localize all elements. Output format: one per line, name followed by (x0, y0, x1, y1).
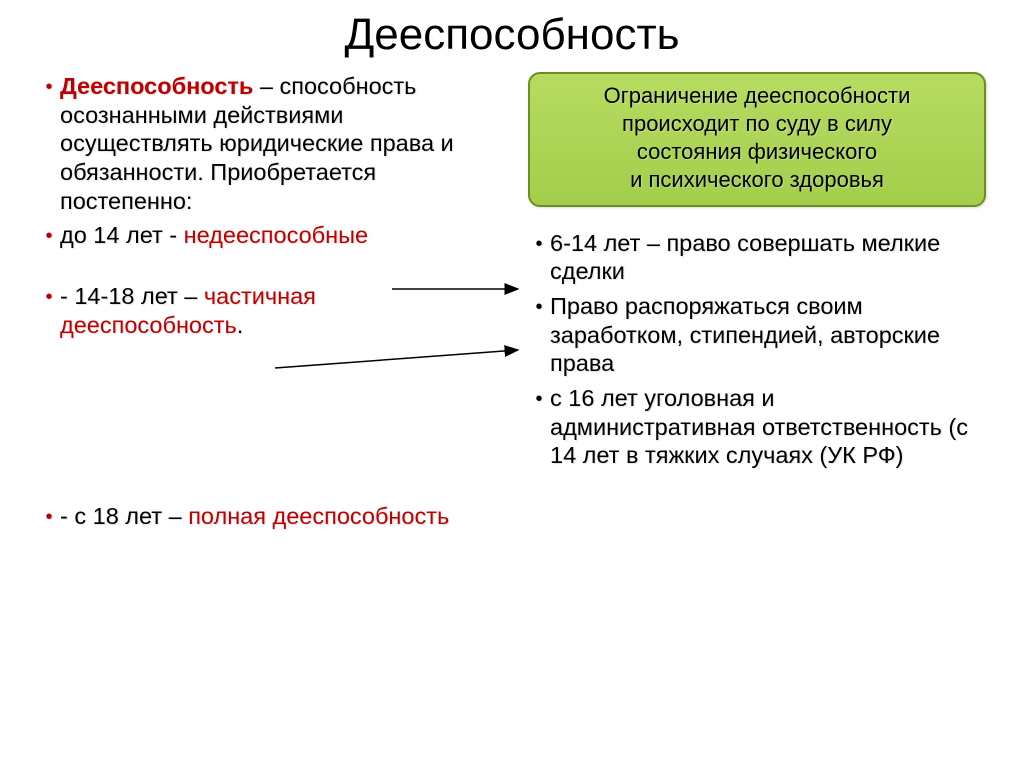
level-under14: • до 14 лет - недееспособные (38, 221, 498, 250)
page-title: Дееспособность (0, 0, 1024, 72)
bullet-icon: • (528, 292, 550, 319)
callout-line: Ограничение дееспособности (546, 82, 968, 110)
left-column: • Дееспособность – способность осознанны… (38, 72, 498, 537)
level-highlight: полная дееспособность (188, 503, 449, 529)
level-pre: - 14-18 лет – (60, 283, 204, 309)
right-column: Ограничение дееспособности происходит по… (528, 72, 986, 537)
level-post: . (237, 312, 244, 338)
bullet-icon: • (38, 221, 60, 248)
right-item-3: • с 16 лет уголовная и административная … (528, 384, 986, 470)
right-text: Право распоряжаться своим заработком, ст… (550, 292, 986, 378)
content-columns: • Дееспособность – способность осознанны… (0, 72, 1024, 537)
bullet-icon: • (528, 229, 550, 256)
right-text: 6-14 лет – право совершать мелкие сделки (550, 229, 986, 286)
level-18plus: • - с 18 лет – полная дееспособность (38, 502, 498, 531)
bullet-icon: • (38, 282, 60, 309)
definition-term: Дееспособность (60, 73, 253, 99)
bullet-icon: • (38, 72, 60, 99)
bullet-icon: • (528, 384, 550, 411)
level-highlight: недееспособные (184, 222, 368, 248)
callout-line: состояния физического (546, 138, 968, 166)
level-pre: - с 18 лет – (60, 503, 188, 529)
level-14-18: • - 14-18 лет – частичная дееспособность… (38, 282, 498, 339)
limitation-callout: Ограничение дееспособности происходит по… (528, 72, 986, 207)
level-pre: до 14 лет - (60, 222, 184, 248)
definition-item: • Дееспособность – способность осознанны… (38, 72, 498, 215)
right-item-1: • 6-14 лет – право совершать мелкие сдел… (528, 229, 986, 286)
right-item-2: • Право распоряжаться своим заработком, … (528, 292, 986, 378)
callout-line: и психического здоровья (546, 166, 968, 194)
bullet-icon: • (38, 502, 60, 529)
callout-line: происходит по суду в силу (546, 110, 968, 138)
right-text: с 16 лет уголовная и административная от… (550, 384, 986, 470)
